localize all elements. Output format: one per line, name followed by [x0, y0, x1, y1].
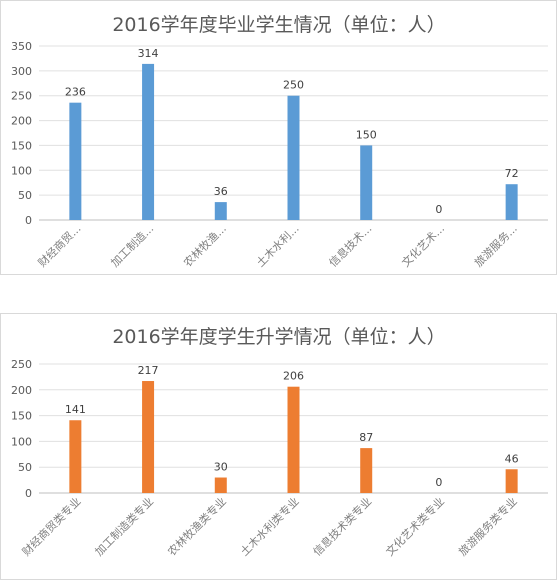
category-label: 文化艺术... — [399, 221, 447, 269]
bar — [360, 448, 373, 493]
category-label: 财经商贸类专业 — [19, 494, 83, 558]
y-tick-label: 0 — [25, 487, 32, 500]
y-tick-label: 250 — [11, 90, 32, 103]
category-label: 信息技术类专业 — [310, 494, 374, 558]
category-label: 土木水利类专业 — [237, 494, 301, 558]
data-label: 236 — [65, 86, 86, 99]
bar — [360, 145, 373, 220]
chart-title: 2016学年度学生升学情况（单位：人） — [112, 326, 445, 348]
bar — [142, 63, 155, 221]
y-tick-label: 50 — [18, 189, 32, 202]
bar — [69, 102, 82, 220]
further-study-chart: 2016学年度学生升学情况（单位：人） 0 50 100 150 200 250 141 财经商… — [11, 326, 548, 559]
data-label: 250 — [283, 79, 304, 92]
category-label: 加工制造类专业 — [92, 494, 156, 558]
bar — [287, 95, 300, 220]
data-label: 150 — [356, 128, 377, 141]
bar — [214, 477, 227, 493]
data-label: 0 — [435, 476, 442, 489]
category-label: 农林牧渔... — [180, 221, 228, 269]
data-label: 87 — [359, 431, 373, 444]
data-label: 72 — [505, 167, 519, 180]
bar — [142, 381, 155, 493]
category-label: 旅游服务... — [471, 221, 519, 269]
y-tick-label: 250 — [11, 358, 32, 371]
data-label: 0 — [435, 203, 442, 216]
bar — [69, 420, 82, 493]
bar — [214, 202, 227, 220]
graduates-chart: 2016学年度毕业学生情况（单位：人） 0 50 100 150 200 250 300 350… — [11, 14, 548, 270]
data-label: 46 — [505, 452, 519, 465]
chart-title: 2016学年度毕业学生情况（单位：人） — [112, 14, 445, 36]
data-label: 30 — [214, 461, 228, 474]
category-label: 文化艺术类专业 — [383, 494, 447, 558]
y-tick-label: 0 — [25, 214, 32, 227]
y-tick-label: 150 — [11, 139, 32, 152]
y-tick-label: 200 — [11, 384, 32, 397]
data-label: 36 — [214, 185, 228, 198]
y-tick-label: 300 — [11, 65, 32, 78]
y-tick-label: 50 — [18, 461, 32, 474]
bar — [505, 184, 518, 220]
graduates-chart-panel: 2016学年度毕业学生情况（单位：人） 0 50 100 150 200 250 300 350… — [0, 0, 557, 275]
data-label: 217 — [138, 364, 159, 377]
y-tick-label: 100 — [11, 435, 32, 448]
data-label: 206 — [283, 370, 304, 383]
category-label: 土木水利... — [254, 222, 302, 270]
category-label: 农林牧渔类专业 — [165, 494, 229, 558]
y-tick-label: 200 — [11, 115, 32, 128]
category-label: 信息技术... — [326, 221, 374, 269]
category-label: 财经商贸... — [35, 221, 83, 269]
data-label: 141 — [65, 403, 86, 416]
y-tick-label: 100 — [11, 164, 32, 177]
category-label: 加工制造... — [108, 221, 156, 269]
y-tick-label: 350 — [11, 40, 32, 53]
bar — [505, 469, 518, 493]
category-label: 旅游服务类专业 — [455, 494, 519, 558]
further-study-chart-panel: 2016学年度学生升学情况（单位：人） 0 50 100 150 200 250 141 财经商… — [0, 313, 557, 580]
bar — [287, 386, 300, 493]
y-tick-label: 150 — [11, 410, 32, 423]
data-label: 314 — [138, 47, 159, 60]
